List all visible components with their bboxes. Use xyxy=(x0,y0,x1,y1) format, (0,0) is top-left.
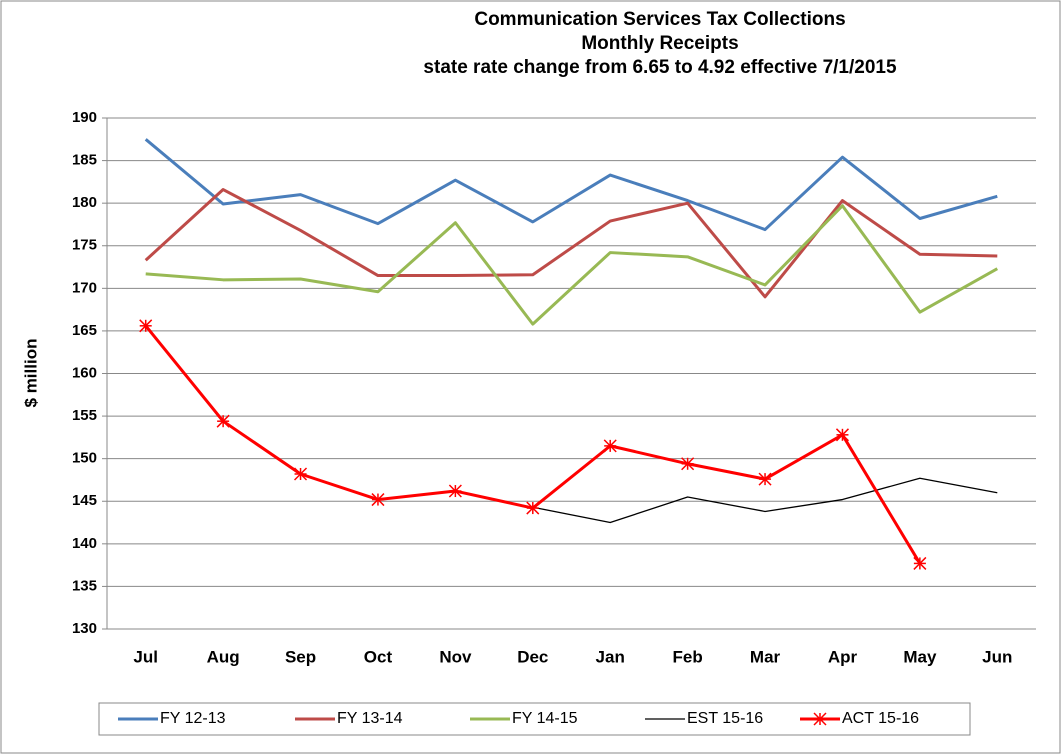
y-axis-label: $ million xyxy=(21,339,40,408)
line xyxy=(144,138,998,232)
marker xyxy=(216,414,230,428)
y-tick-label: 145 xyxy=(72,492,97,509)
y-tick-label: 155 xyxy=(72,407,97,424)
marker-stroke xyxy=(448,484,462,498)
marker xyxy=(139,319,153,333)
x-tick-label: Sep xyxy=(285,647,316,666)
marker-stroke xyxy=(913,556,927,570)
x-tick-label: May xyxy=(903,647,937,666)
marker-stroke xyxy=(603,439,617,453)
marker-stroke xyxy=(526,501,540,515)
marker xyxy=(448,484,462,498)
y-tick-label: 185 xyxy=(72,152,97,169)
legend-label: ACT 15-16 xyxy=(842,710,919,727)
y-tick-label: 165 xyxy=(72,322,97,339)
marker-stroke xyxy=(139,319,153,333)
marker xyxy=(526,501,540,515)
chart-title: state rate change from 6.65 to 4.92 effe… xyxy=(423,57,897,78)
marker-stroke xyxy=(371,493,385,507)
line xyxy=(145,204,999,326)
marker xyxy=(371,493,385,507)
y-tick-label: 135 xyxy=(72,577,97,594)
legend-label: FY 14-15 xyxy=(512,710,578,727)
y-tick-label: 130 xyxy=(72,620,97,637)
marker xyxy=(835,428,849,442)
marker-stroke xyxy=(216,414,230,428)
x-tick-label: Jun xyxy=(982,647,1012,666)
x-tick-label: Oct xyxy=(364,647,393,666)
x-tick-label: Nov xyxy=(439,647,472,666)
y-tick-label: 150 xyxy=(72,450,97,467)
y-tick-label: 170 xyxy=(72,279,97,296)
marker-stroke xyxy=(681,457,695,471)
marker xyxy=(913,556,927,570)
line xyxy=(144,188,998,299)
marker xyxy=(813,712,827,726)
marker-stroke xyxy=(835,428,849,442)
y-tick-label: 140 xyxy=(72,535,97,552)
marker-stroke xyxy=(294,467,308,481)
legend-label: FY 13-14 xyxy=(337,710,403,727)
line xyxy=(532,477,998,524)
chart-title: Communication Services Tax Collections xyxy=(474,9,845,30)
x-tick-label: Mar xyxy=(750,647,781,666)
marker-stroke xyxy=(758,472,772,486)
legend-label: FY 12-13 xyxy=(160,710,226,727)
marker-stroke xyxy=(813,712,827,726)
legend-label: EST 15-16 xyxy=(687,710,763,727)
y-tick-label: 160 xyxy=(72,364,97,381)
x-tick-label: Aug xyxy=(207,647,240,666)
x-tick-label: Feb xyxy=(673,647,703,666)
x-tick-label: Dec xyxy=(517,647,548,666)
chart-title: Monthly Receipts xyxy=(581,33,738,54)
y-tick-label: 175 xyxy=(72,237,97,254)
marker xyxy=(294,467,308,481)
y-tick-label: 190 xyxy=(72,109,97,126)
x-tick-label: Jul xyxy=(133,647,158,666)
marker xyxy=(603,439,617,453)
x-tick-label: Jan xyxy=(596,647,625,666)
marker xyxy=(758,472,772,486)
marker xyxy=(681,457,695,471)
x-tick-label: Apr xyxy=(828,647,858,666)
y-tick-label: 180 xyxy=(72,194,97,211)
